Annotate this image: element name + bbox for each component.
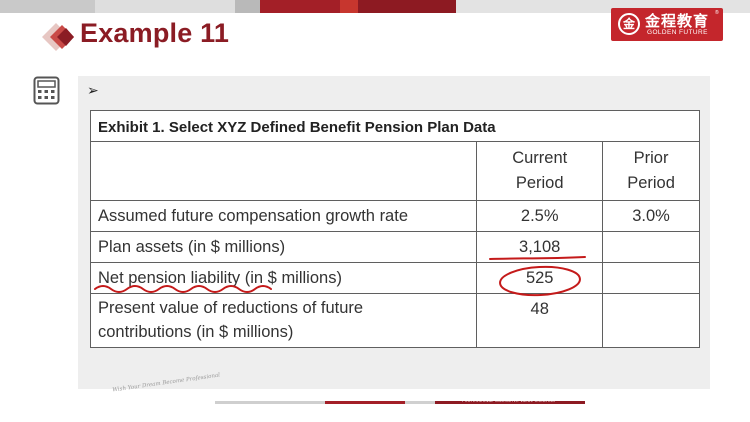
header-current-period: Current Period [476, 141, 604, 201]
logo-name-en: GOLDEN FUTURE [647, 29, 708, 36]
exhibit-table: Exhibit 1. Select XYZ Defined Benefit Pe… [89, 110, 700, 348]
table-header-row: Current Period Prior Period [89, 141, 700, 201]
row-current-value: 525 [476, 262, 604, 294]
row-label: Net pension liability (in $ millions) [89, 262, 478, 294]
table-row: Plan assets (in $ millions) 3,108 [89, 231, 700, 263]
row-label-underlined: Net pension liability [98, 269, 241, 287]
exhibit-caption: Exhibit 1. Select XYZ Defined Benefit Pe… [90, 110, 700, 142]
row-label-rest: (in $ millions) [240, 269, 342, 287]
table-caption-row: Exhibit 1. Select XYZ Defined Benefit Pe… [90, 110, 700, 142]
row-current-value: 3,108 [476, 231, 604, 263]
row-prior-value [602, 262, 700, 294]
bullet-arrow-icon: ➢ [87, 82, 99, 98]
header-blank-cell [89, 141, 478, 201]
header-current-line2: Period [515, 174, 564, 192]
logo-seal-icon: 金 [618, 13, 640, 35]
logo-name-cn: 金程教育 [645, 13, 710, 30]
calculator-icon [33, 76, 60, 105]
footer-color-bar [215, 401, 585, 404]
title-diamond-icon [42, 23, 74, 51]
table-row: Net pension liability (in $ millions) 52… [89, 262, 700, 294]
row-prior-value [602, 231, 700, 263]
header-prior-line2: Period [627, 174, 675, 192]
table-row: Assumed future compensation growth rate … [89, 200, 700, 232]
logo-registered-mark: ® [715, 10, 719, 16]
table-row: Present value of reductions of future con… [89, 293, 700, 348]
row-current-value: 48 [476, 293, 604, 348]
row-prior-value [602, 293, 700, 348]
header-prior-period: Prior Period [602, 141, 700, 201]
row-label: Present value of reductions of future con… [89, 293, 478, 348]
footer-tagline: PROFESSIONAL INNOVATIVE VALUE CREATING [462, 399, 556, 403]
row-prior-value: 3.0% [602, 200, 700, 232]
row-label-line2: contributions (in $ millions) [98, 323, 294, 341]
header-prior-line1: Prior [633, 149, 669, 167]
slide-title: Example 11 [80, 18, 230, 48]
golden-future-logo: 金 金程教育 ® GOLDEN FUTURE [611, 8, 723, 41]
header-current-line1: Current [512, 149, 568, 167]
row-label-line1: Present value of reductions of future [98, 299, 364, 317]
row-current-value: 2.5% [476, 200, 604, 232]
row-label: Plan assets (in $ millions) [89, 231, 478, 263]
row-label: Assumed future compensation growth rate [89, 200, 478, 232]
